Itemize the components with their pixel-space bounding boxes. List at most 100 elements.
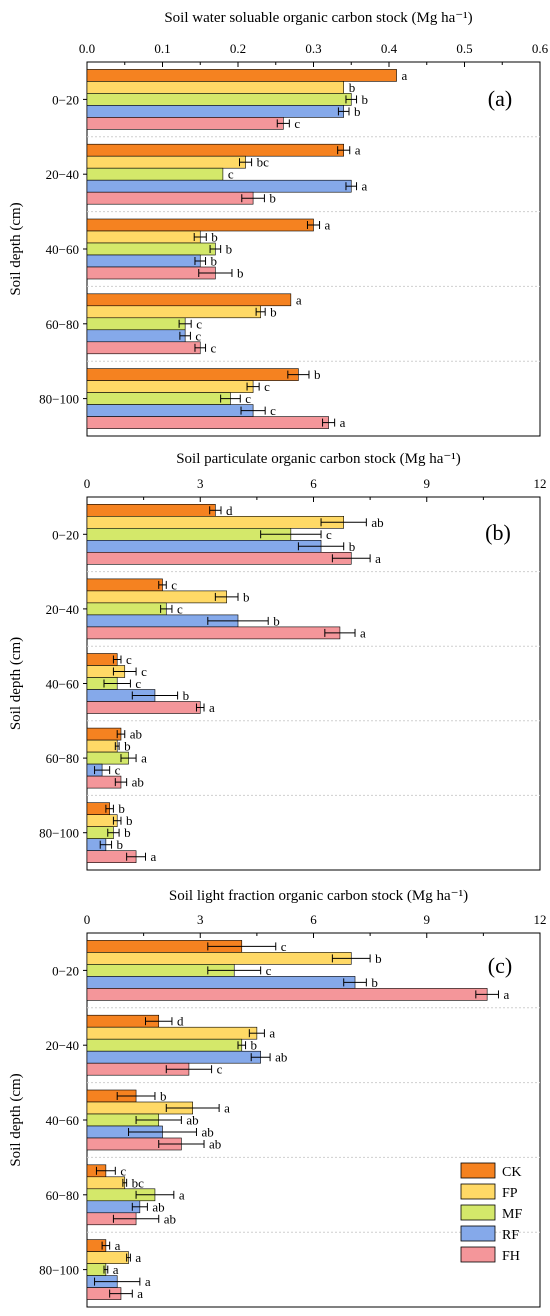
bar — [86, 701, 201, 714]
significance-label: b — [349, 539, 356, 554]
x-tick-label: 12 — [534, 912, 547, 927]
y-tick-label: 60−80 — [46, 751, 79, 766]
bar — [86, 1251, 129, 1264]
significance-label: a — [224, 1101, 230, 1116]
bar — [86, 814, 118, 828]
y-tick-label: 80−100 — [39, 1263, 79, 1278]
bar — [86, 143, 345, 157]
legend-label: CK — [502, 1165, 521, 1180]
bar — [86, 1050, 261, 1064]
bar — [86, 404, 254, 417]
bar — [86, 988, 488, 1001]
bar — [86, 117, 284, 130]
significance-label: b — [349, 80, 356, 95]
significance-label: a — [137, 1286, 143, 1301]
x-tick-label: 12 — [534, 476, 547, 491]
bar — [86, 341, 201, 355]
significance-label: b — [118, 801, 125, 816]
significance-label: a — [296, 292, 302, 307]
bar — [86, 503, 216, 517]
legend-swatch — [460, 1246, 496, 1263]
significance-label: ab — [130, 727, 142, 742]
bar — [86, 266, 216, 280]
significance-label: a — [179, 1187, 185, 1202]
x-tick-label: 0.4 — [381, 41, 398, 56]
bar — [86, 727, 122, 741]
significance-label: bc — [257, 155, 270, 170]
significance-label: b — [124, 825, 130, 840]
bar — [86, 578, 163, 592]
significance-label: bc — [132, 1175, 145, 1190]
bar — [86, 602, 167, 616]
significance-label: a — [355, 143, 361, 158]
significance-label: b — [269, 191, 276, 206]
significance-label: c — [126, 652, 132, 667]
significance-label: ab — [209, 1137, 221, 1152]
significance-label: c — [196, 316, 202, 331]
legend-swatch — [460, 1204, 496, 1221]
significance-label: a — [269, 1026, 275, 1041]
bar — [86, 81, 345, 94]
significance-label: c — [266, 963, 272, 978]
significance-label: c — [177, 601, 183, 616]
x-tick-label: 6 — [310, 476, 317, 491]
y-tick-label: 80−100 — [39, 826, 79, 841]
significance-label: b — [243, 589, 250, 604]
significance-label: ab — [275, 1050, 287, 1065]
chart-title: Soil light fraction organic carbon stock… — [169, 888, 468, 904]
significance-label: b — [270, 304, 277, 319]
bar — [86, 1038, 243, 1052]
x-tick-label: 0 — [84, 476, 91, 491]
bar — [86, 218, 314, 232]
significance-label: a — [209, 700, 215, 715]
bar — [86, 1176, 126, 1190]
bar — [86, 626, 341, 640]
x-tick-label: 0.3 — [305, 41, 321, 56]
y-tick-label: 0−20 — [52, 963, 79, 978]
bar — [86, 242, 216, 256]
panel-2: Soil particulate organic carbon stock (M… — [8, 451, 547, 871]
y-tick-label: 20−40 — [46, 1038, 79, 1053]
significance-label: b — [211, 230, 218, 245]
bar — [86, 155, 246, 169]
significance-label: b — [226, 242, 233, 257]
significance-label: c — [294, 116, 300, 131]
legend-swatch — [460, 1162, 496, 1179]
significance-label: ab — [164, 1211, 176, 1226]
bar — [86, 167, 224, 181]
bar — [86, 590, 227, 604]
significance-label: b — [362, 92, 369, 107]
x-tick-label: 3 — [197, 912, 204, 927]
significance-label: b — [273, 613, 280, 628]
y-tick-label: 20−40 — [46, 602, 79, 617]
significance-label: ab — [371, 515, 383, 530]
significance-label: c — [141, 664, 147, 679]
bar — [86, 739, 118, 753]
bar — [86, 191, 254, 205]
significance-label: a — [145, 1274, 151, 1289]
significance-label: c — [195, 328, 201, 343]
bar — [86, 305, 261, 319]
bar — [86, 952, 352, 965]
significance-label: a — [325, 218, 331, 233]
legend-label: FH — [502, 1249, 520, 1264]
significance-label: a — [360, 625, 366, 640]
chart-title: Soil water soluable organic carbon stock… — [164, 10, 472, 26]
legend-label: FP — [502, 1186, 518, 1201]
significance-label: b — [126, 813, 133, 828]
significance-label: c — [120, 1163, 126, 1178]
bar — [86, 105, 345, 118]
x-tick-label: 0 — [84, 912, 91, 927]
bar — [86, 380, 254, 393]
y-tick-label: 60−80 — [46, 1188, 79, 1203]
bar — [86, 329, 186, 343]
significance-label: c — [171, 577, 177, 592]
significance-label: a — [113, 1262, 119, 1277]
y-tick-label: 20−40 — [46, 167, 79, 182]
significance-label: c — [270, 403, 276, 418]
significance-label: c — [264, 379, 270, 394]
significance-label: d — [177, 1014, 184, 1029]
x-tick-label: 9 — [424, 912, 431, 927]
y-tick-label: 0−20 — [52, 92, 79, 107]
